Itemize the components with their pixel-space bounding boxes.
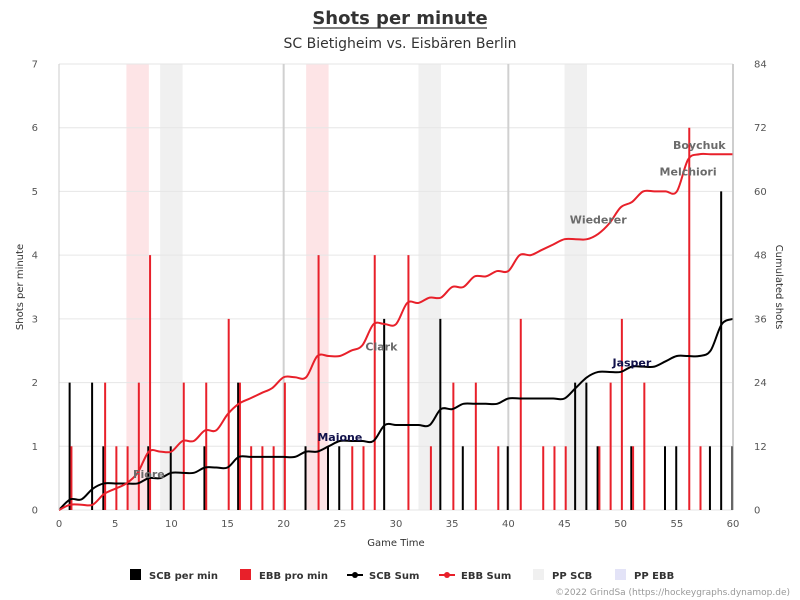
credit-text: ©2022 GrindSa (https://hockeygraphs.dyna… bbox=[555, 588, 790, 598]
annotation-4: Wiederer bbox=[570, 213, 628, 226]
y2-tick-label-0: 0 bbox=[754, 506, 760, 517]
legend-item-3: EBB Sum bbox=[439, 571, 511, 582]
pp-scb-band-0 bbox=[160, 64, 183, 510]
y-tick-label-2: 2 bbox=[32, 378, 38, 389]
background-layer bbox=[126, 64, 587, 510]
annotation-3: Jasper bbox=[611, 357, 651, 370]
pp-ebb-band-1 bbox=[306, 64, 329, 510]
y-axis-label: Shots per minute bbox=[15, 244, 26, 330]
x-tick-label-8: 40 bbox=[502, 519, 515, 530]
x-tick-label-12: 60 bbox=[727, 519, 740, 530]
y-tick-label-3: 3 bbox=[32, 314, 38, 325]
y2-tick-label-4: 48 bbox=[754, 251, 767, 262]
x-tick-label-4: 20 bbox=[277, 519, 290, 530]
annotation-2: Clark bbox=[365, 341, 398, 354]
y-tick-label-6: 6 bbox=[32, 123, 38, 134]
scb-sum-line bbox=[58, 317, 734, 511]
y-tick-label-1: 1 bbox=[32, 442, 38, 453]
legend-item-2: SCB Sum bbox=[347, 571, 419, 582]
pp-ebb-band-0 bbox=[126, 64, 149, 510]
x-tick-label-1: 5 bbox=[112, 519, 118, 530]
x-tick-label-5: 25 bbox=[333, 519, 346, 530]
x-tick-label-9: 45 bbox=[558, 519, 571, 530]
x-axis-label: Game Time bbox=[367, 538, 424, 549]
line-layer bbox=[58, 152, 734, 511]
y2-tick-label-3: 36 bbox=[754, 314, 767, 325]
legend-swatch-ebb-bar bbox=[240, 569, 251, 580]
legend-label-1: EBB pro min bbox=[259, 571, 328, 582]
annotation-1: Maione bbox=[317, 431, 362, 444]
y2-tick-label-7: 84 bbox=[754, 60, 767, 71]
legend-item-4: PP SCB bbox=[533, 569, 592, 582]
legend: SCB per min EBB pro min SCB Sum EBB Sum PP S… bbox=[130, 569, 674, 582]
annotation-6: Boychuk bbox=[673, 139, 726, 152]
ebb-sum-line bbox=[58, 152, 733, 511]
legend-swatch-scb-marker bbox=[352, 572, 358, 578]
annotation-layer: Fiore Maione Clark Jasper Wiederer Melchiori B… bbox=[133, 139, 726, 481]
y-tick-label-5: 5 bbox=[32, 187, 38, 198]
x-tick-label-0: 0 bbox=[56, 519, 62, 530]
legend-swatch-pp-scb bbox=[533, 569, 544, 580]
annotation-0: Fiore bbox=[133, 468, 165, 481]
y2-tick-label-2: 24 bbox=[754, 378, 767, 389]
legend-item-1: EBB pro min bbox=[240, 569, 328, 582]
chart-title: Shots per minute bbox=[312, 8, 487, 29]
x-tick-label-11: 55 bbox=[670, 519, 683, 530]
legend-item-0: SCB per min bbox=[130, 569, 218, 582]
x-tick-label-10: 50 bbox=[614, 519, 627, 530]
y2-tick-label-6: 72 bbox=[754, 123, 767, 134]
pp-scb-band-2 bbox=[564, 64, 587, 510]
legend-swatch-scb-bar bbox=[130, 569, 141, 580]
chart-subtitle: SC Bietigheim vs. Eisbären Berlin bbox=[284, 36, 517, 52]
y2-axis-label: Cumulated shots bbox=[773, 245, 784, 330]
y-tick-label-0: 0 bbox=[32, 506, 38, 517]
legend-item-5: PP EBB bbox=[615, 569, 674, 582]
legend-label-4: PP SCB bbox=[552, 571, 592, 582]
x-tick-label-7: 35 bbox=[446, 519, 459, 530]
legend-label-3: EBB Sum bbox=[461, 571, 511, 582]
legend-label-5: PP EBB bbox=[634, 571, 674, 582]
x-tick-label-3: 15 bbox=[221, 519, 234, 530]
legend-label-2: SCB Sum bbox=[369, 571, 419, 582]
bar-layer bbox=[68, 127, 734, 510]
y-tick-label-4: 4 bbox=[32, 251, 38, 262]
legend-swatch-pp-ebb bbox=[615, 569, 626, 580]
y-tick-label-7: 7 bbox=[32, 60, 38, 71]
annotation-5: Melchiori bbox=[660, 166, 717, 179]
x-tick-label-6: 30 bbox=[390, 519, 403, 530]
legend-swatch-ebb-marker bbox=[444, 572, 450, 578]
pp-scb-band-1 bbox=[418, 64, 441, 510]
x-tick-label-2: 10 bbox=[165, 519, 178, 530]
y2-tick-label-1: 12 bbox=[754, 442, 767, 453]
grid-layer bbox=[59, 63, 734, 511]
y2-tick-label-5: 60 bbox=[754, 187, 767, 198]
legend-label-0: SCB per min bbox=[149, 571, 218, 582]
